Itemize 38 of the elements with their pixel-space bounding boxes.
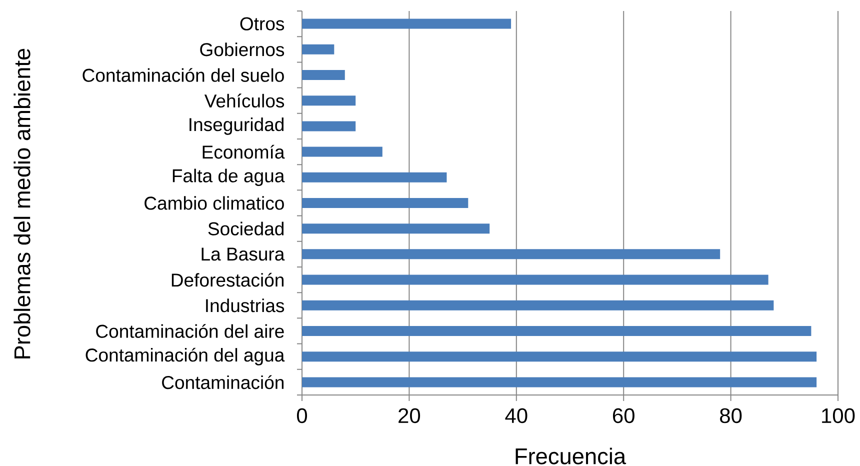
- y-tick-label: Gobiernos: [200, 42, 284, 56]
- y-axis-title: Problemas del medio ambiente: [14, 48, 30, 358]
- bar: [302, 70, 345, 80]
- bar: [302, 121, 356, 132]
- bar: [302, 326, 812, 336]
- y-tick-label: Falta de agua: [172, 168, 285, 186]
- y-tick-label: Vehículos: [204, 94, 284, 108]
- bar: [302, 18, 512, 29]
- y-tick-label: Otros: [240, 17, 284, 30]
- bar: [302, 352, 817, 362]
- x-tick-label: 60: [612, 408, 634, 424]
- y-tick-label: Inseguridad: [190, 118, 284, 135]
- x-tick-label: 0: [296, 408, 308, 424]
- y-tick-label: Industrias: [206, 298, 284, 312]
- bar: [302, 377, 817, 388]
- bar: [302, 274, 768, 285]
- bar: [302, 146, 382, 157]
- y-tick-label: Contaminación: [162, 375, 284, 390]
- bar: [302, 198, 468, 208]
- bar: [302, 44, 334, 54]
- y-tick-label: La Basura: [202, 248, 285, 261]
- bar: [302, 249, 720, 260]
- y-tick-label: Economía: [202, 144, 285, 159]
- bar: [302, 172, 447, 182]
- y-tick-label: Contaminación del agua: [86, 348, 285, 366]
- x-tick-label: 20: [398, 408, 420, 424]
- bar: [302, 96, 356, 106]
- bar: [302, 300, 774, 310]
- x-tick-label: 40: [505, 408, 528, 424]
- x-tick-label: 80: [720, 408, 742, 424]
- y-tick-label: Contaminación del suelo: [82, 68, 284, 82]
- bar: [302, 224, 490, 234]
- y-tick-label: Contaminación del aire: [96, 324, 284, 338]
- y-tick-label: Sociedad: [208, 222, 284, 236]
- x-tick-label: 100: [822, 408, 855, 424]
- y-tick-label: Cambio climatico: [144, 196, 284, 210]
- x-axis-title: Frecuencia: [516, 448, 626, 464]
- y-tick-label: Deforestación: [172, 272, 284, 287]
